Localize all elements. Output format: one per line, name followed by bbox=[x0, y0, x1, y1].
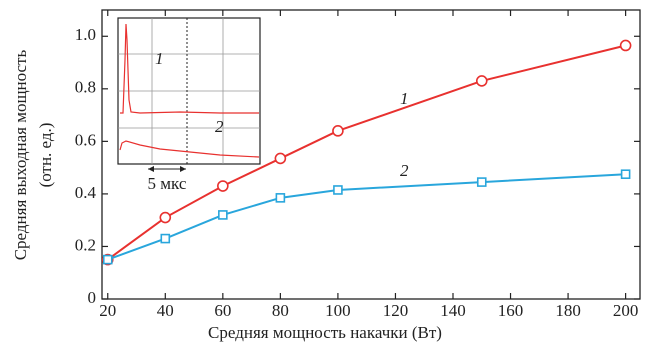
x-tick-label: 200 bbox=[613, 301, 639, 320]
x-tick-label: 140 bbox=[440, 301, 466, 320]
y-tick-label: 0.4 bbox=[75, 183, 97, 202]
point bbox=[218, 181, 228, 191]
x-tick-label: 120 bbox=[383, 301, 409, 320]
x-axis-label: Средняя мощность накачки (Вт) bbox=[208, 323, 442, 342]
chart: Средняя мощность накачки (Вт) Средняя вы… bbox=[0, 0, 652, 347]
inset-trace-label: 2 bbox=[215, 117, 224, 136]
point bbox=[219, 211, 227, 219]
y-axis-label-line: (отн. ед.) bbox=[36, 123, 55, 188]
page: Средняя мощность накачки (Вт) Средняя вы… bbox=[0, 0, 652, 347]
y-tick-label: 0.2 bbox=[75, 235, 96, 254]
point bbox=[160, 213, 170, 223]
inset-trace-label: 1 bbox=[155, 49, 164, 68]
y-tick-label: 1.0 bbox=[75, 25, 96, 44]
inset-scale-label: 5 мкс bbox=[148, 174, 187, 193]
series-label: 2 bbox=[400, 161, 409, 180]
point bbox=[333, 126, 343, 136]
x-tick-label: 100 bbox=[325, 301, 351, 320]
y-tick-label: 0 bbox=[88, 288, 97, 307]
y-tick-label: 0.6 bbox=[75, 130, 96, 149]
x-tick-label: 20 bbox=[99, 301, 116, 320]
series-label: 1 bbox=[400, 89, 409, 108]
point bbox=[275, 153, 285, 163]
point bbox=[478, 178, 486, 186]
x-tick-label: 60 bbox=[214, 301, 231, 320]
x-tick-label: 40 bbox=[157, 301, 174, 320]
point bbox=[621, 40, 631, 50]
point bbox=[334, 186, 342, 194]
point bbox=[276, 194, 284, 202]
point bbox=[161, 235, 169, 243]
y-axis-label-line: Средняя выходная мощность bbox=[11, 49, 30, 260]
x-tick-label: 160 bbox=[498, 301, 524, 320]
point bbox=[104, 256, 112, 264]
point bbox=[477, 76, 487, 86]
y-tick-label: 0.8 bbox=[75, 78, 96, 97]
point bbox=[622, 170, 630, 178]
inset: 1 2 5 мкс bbox=[118, 18, 260, 193]
x-tick-label: 80 bbox=[272, 301, 289, 320]
y-axis-label: Средняя выходная мощность (отн. ед.) bbox=[11, 49, 55, 260]
x-tick-label: 180 bbox=[555, 301, 581, 320]
